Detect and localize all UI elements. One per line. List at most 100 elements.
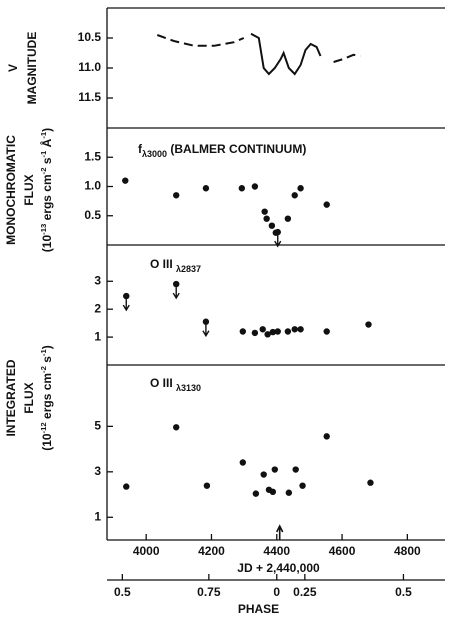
label-part: Å	[39, 138, 54, 150]
y-tick-label: 10.5	[78, 30, 102, 44]
superscript: -2	[39, 366, 48, 373]
superscript: -1	[39, 131, 48, 139]
data-point	[284, 215, 292, 222]
data-point	[274, 328, 281, 335]
data-point	[268, 222, 276, 229]
y-axis-label: FLUX	[22, 174, 36, 205]
data-point	[259, 326, 266, 333]
label: fλ3000 (BALMER CONTINUUM)	[138, 142, 306, 159]
y-axis-label: MAGNITUDE	[25, 32, 39, 105]
data-point	[252, 490, 260, 497]
label-part: ergs cm	[40, 174, 54, 223]
event-arrow	[275, 524, 284, 540]
x-tick-label: 4600	[329, 544, 356, 558]
data-point	[260, 471, 267, 478]
data-point	[291, 192, 298, 199]
label: O III λ3130	[150, 376, 201, 393]
label-part: s	[40, 157, 54, 167]
data-point	[203, 482, 211, 489]
data-point	[251, 183, 259, 190]
data-point	[173, 424, 180, 431]
data-point	[274, 228, 281, 236]
label-part: )	[40, 128, 54, 132]
data-point	[292, 466, 299, 473]
data-point	[173, 280, 180, 288]
y-tick-label: 5	[94, 419, 101, 433]
label-part: (BALMER CONTINUUM)	[167, 142, 306, 156]
superscript: -2	[39, 168, 48, 175]
x-tick-label: 4400	[263, 544, 290, 558]
data-point	[239, 459, 247, 466]
label-part: s	[40, 356, 54, 366]
label: O III λ2837	[150, 257, 201, 274]
data-point	[173, 192, 180, 199]
data-point	[269, 488, 277, 496]
data-point	[299, 482, 306, 489]
y-tick-label: 1.0	[84, 179, 101, 193]
y-tick-label: 11.5	[78, 90, 101, 104]
data-point	[263, 215, 270, 222]
data-point	[202, 185, 210, 192]
x-tick-label: 4200	[198, 544, 225, 558]
data-point	[323, 328, 330, 335]
line-series	[333, 53, 361, 63]
y-tick-label: 3	[94, 273, 101, 287]
upper-limit-arrow	[274, 235, 282, 248]
data-point	[239, 328, 247, 335]
phase-axis-label: PHASE	[238, 602, 279, 616]
data-point	[123, 292, 130, 300]
superscript: -12	[39, 422, 48, 433]
label-part: (10	[40, 433, 54, 451]
phase-tick-label: 0.75	[197, 585, 221, 599]
label-part: )	[40, 345, 54, 349]
label-part: (10	[40, 235, 54, 253]
x-axis-label: JD + 2,440,000	[237, 561, 320, 575]
line-series	[250, 32, 322, 76]
data-point	[238, 185, 246, 192]
y-tick-label: 2	[94, 301, 101, 315]
phase-tick-label: 0.5	[114, 585, 131, 599]
data-point	[285, 489, 293, 496]
data-point	[297, 326, 304, 333]
y-axis-label: FLUX	[22, 382, 36, 413]
label-part: f	[138, 142, 143, 156]
x-tick-label: 4000	[133, 544, 160, 558]
data-point	[323, 433, 330, 440]
subscript: λ3130	[176, 383, 201, 393]
y-tick-label: 0.5	[84, 208, 101, 222]
line-series	[156, 34, 245, 47]
data-point	[284, 328, 292, 335]
y-axis-label: MONOCHROMATIC	[4, 135, 18, 245]
subscript: λ2837	[176, 264, 201, 274]
data-point	[365, 321, 372, 328]
superscript: -1	[39, 349, 48, 357]
data-point	[251, 329, 259, 337]
phase-tick-label: 0.25	[293, 585, 317, 599]
data-point	[297, 185, 304, 192]
upper-limit-arrow	[172, 287, 180, 300]
label: (10-13 ergs cm-2 s-1 Å-1)	[39, 128, 55, 252]
y-axis-label: INTEGRATED	[4, 359, 18, 436]
y-tick-label: 1	[94, 509, 101, 523]
upper-limit-arrow	[122, 299, 130, 312]
superscript: -1	[39, 150, 48, 158]
label: (10-12 ergs cm-2 s-1)	[39, 345, 55, 451]
data-point	[367, 479, 374, 486]
subscript: λ3000	[142, 149, 167, 159]
phase-tick-label: 0.5	[395, 585, 412, 599]
data-point	[269, 328, 277, 336]
label-part: ergs cm	[40, 373, 54, 422]
label-part: O III	[150, 257, 176, 271]
x-tick-label: 4800	[394, 544, 421, 558]
data-point	[122, 177, 129, 184]
data-point	[202, 318, 210, 325]
data-point	[271, 466, 279, 473]
data-point	[264, 331, 271, 338]
y-axis-label: V	[6, 64, 20, 72]
phase-tick-label: 0	[273, 585, 280, 599]
y-tick-label: 1.5	[84, 149, 101, 163]
y-tick-label: 3	[94, 464, 101, 478]
data-point	[323, 201, 330, 208]
upper-limit-arrow	[202, 324, 210, 338]
